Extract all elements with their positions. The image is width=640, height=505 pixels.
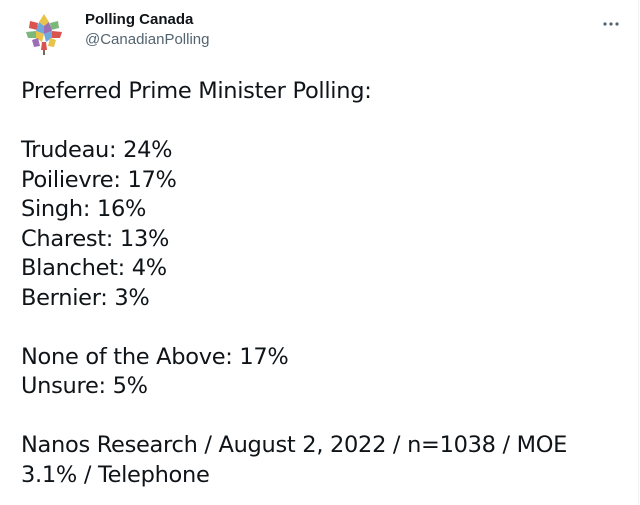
candidate-line: Charest: 13% (21, 225, 170, 252)
more-options-button[interactable] (598, 14, 624, 34)
paragraph-gap (21, 402, 621, 432)
tweet-header: Polling Canada @CanadianPolling (22, 8, 622, 58)
more-options-icon (603, 22, 619, 26)
user-info: Polling Canada @CanadianPolling (85, 10, 209, 50)
candidate-line: Blanchet: 4% (21, 255, 167, 281)
other-option-line: None of the Above: 17% (21, 343, 289, 370)
maple-leaf-mosaic-logo-icon (26, 14, 62, 55)
source-line: Nanos Research / August 2, 2022 / n=1038… (21, 432, 568, 458)
source-line: 3.1% / Telephone (21, 461, 210, 488)
candidate-line: Bernier: 3% (21, 284, 150, 311)
candidate-line: Trudeau: 24% (21, 137, 173, 163)
tweet-heading: Preferred Prime Minister Polling: (21, 78, 372, 104)
other-option-line: Unsure: 5% (21, 373, 148, 399)
display-name[interactable]: Polling Canada (85, 11, 194, 28)
candidate-line: Singh: 16% (21, 196, 147, 222)
paragraph-gap (21, 107, 621, 137)
paragraph-gap (21, 313, 621, 343)
tweet-text: Preferred Prime Minister Polling: Trudea… (21, 77, 621, 490)
avatar[interactable] (22, 12, 66, 56)
user-handle[interactable]: @CanadianPolling (85, 31, 210, 48)
candidate-line: Poilievre: 17% (21, 166, 177, 193)
